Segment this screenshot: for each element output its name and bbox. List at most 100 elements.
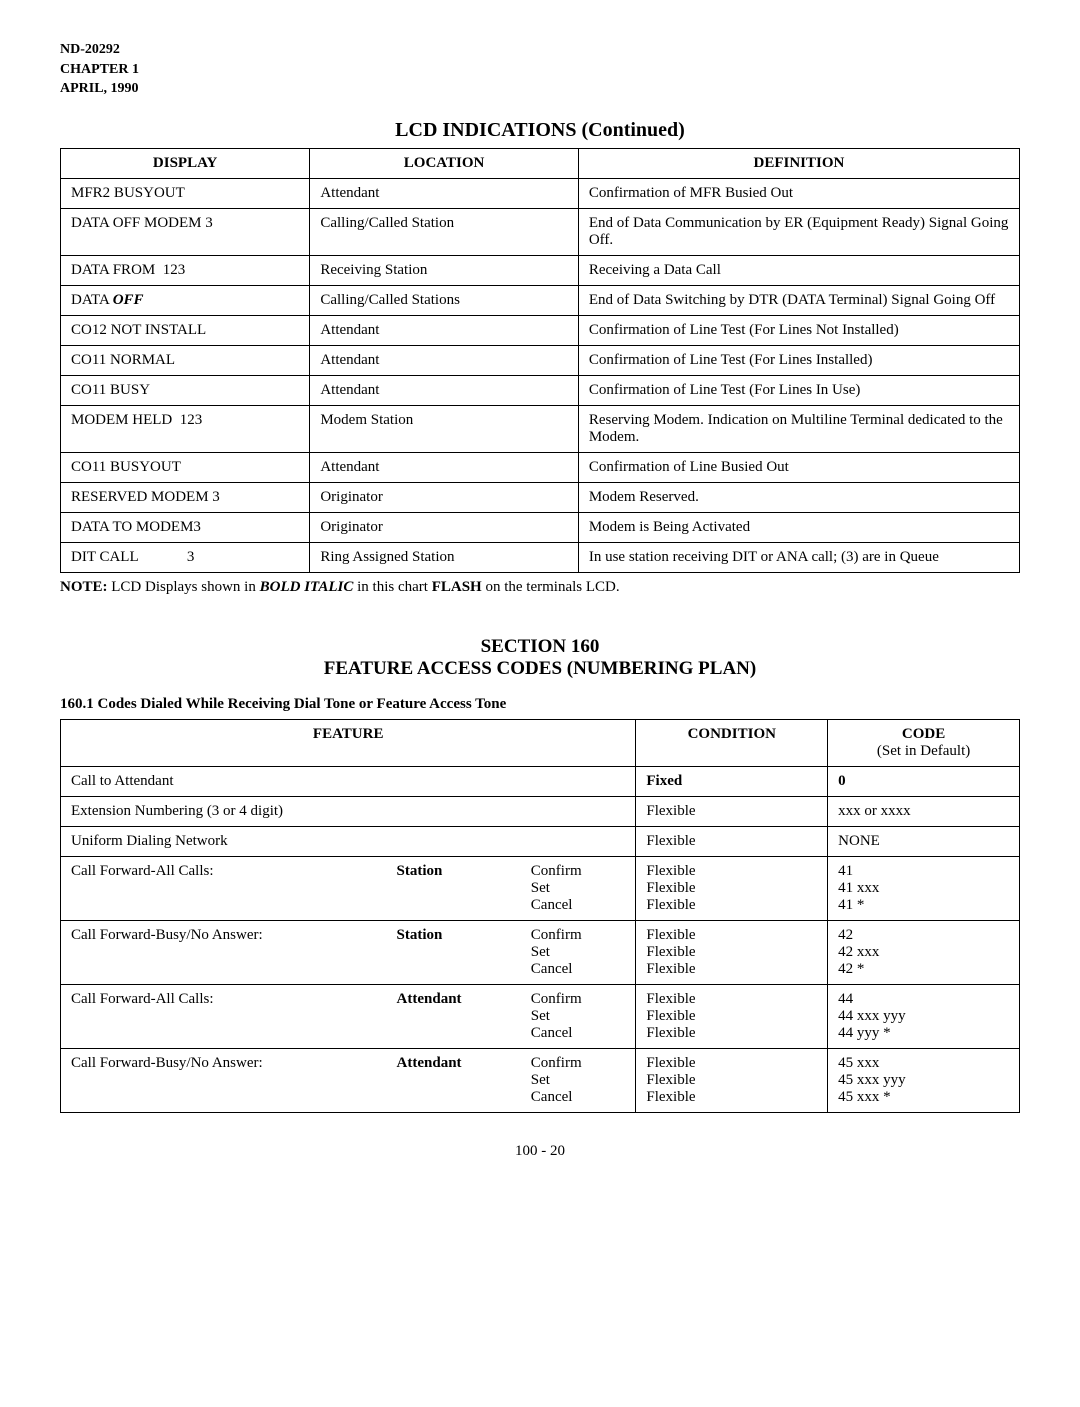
cell-who: Attendant [387,984,521,1048]
cell-display: CO11 BUSY [61,375,310,405]
cell-definition: Confirmation of Line Test (For Lines Not… [578,315,1019,345]
page-title: LCD INDICATIONS (Continued) [60,119,1020,142]
cell-definition: In use station receiving DIT or ANA call… [578,542,1019,572]
cell-definition: Modem is Being Activated [578,512,1019,542]
cell-definition: Confirmation of MFR Busied Out [578,178,1019,208]
cell-feature: Call Forward-Busy/No Answer: [61,920,387,984]
lcd-indications-table: DISPLAY LOCATION DEFINITION MFR2 BUSYOUT… [60,148,1020,573]
cell-display: CO11 NORMAL [61,345,310,375]
cell-ops: ConfirmSetCancel [521,856,636,920]
cell-definition: Receiving a Data Call [578,255,1019,285]
table-row: Uniform Dialing NetworkFlexibleNONE [61,826,1020,856]
cell-definition: Reserving Modem. Indication on Multiline… [578,405,1019,452]
cell-code: 0 [828,766,1020,796]
cell-display: CO11 BUSYOUT [61,452,310,482]
table-note: NOTE: LCD Displays shown in BOLD ITALIC … [60,579,1020,596]
cell-display: MFR2 BUSYOUT [61,178,310,208]
cell-code: NONE [828,826,1020,856]
doc-date: APRIL, 1990 [60,79,1020,99]
cell-who: Attendant [387,1048,521,1112]
cell-display: RESERVED MODEM 3 [61,482,310,512]
cell-definition: End of Data Communication by ER (Equipme… [578,208,1019,255]
note-lead: NOTE: [60,579,108,595]
col-header-condition: CONDITION [636,719,828,766]
cell-display: DATA TO MODEM3 [61,512,310,542]
cell-location: Calling/Called Stations [310,285,579,315]
cell-ops: ConfirmSetCancel [521,984,636,1048]
table-row: DATA OFF MODEM 3Calling/Called StationEn… [61,208,1020,255]
note-text2: in this chart [353,579,431,595]
cell-location: Calling/Called Station [310,208,579,255]
cell-code: 4242 xxx42 * [828,920,1020,984]
cell-location: Ring Assigned Station [310,542,579,572]
page-number: 100 - 20 [60,1143,1020,1160]
cell-location: Attendant [310,315,579,345]
col-header-code: CODE (Set in Default) [828,719,1020,766]
cell-definition: Confirmation of Line Test (For Lines In … [578,375,1019,405]
subsection-heading: 160.1 Codes Dialed While Receiving Dial … [60,696,1020,713]
cell-location: Originator [310,512,579,542]
cell-definition: Confirmation of Line Test (For Lines Ins… [578,345,1019,375]
cell-location: Attendant [310,375,579,405]
cell-code: 4444 xxx yyy44 yyy * [828,984,1020,1048]
cell-code: 45 xxx45 xxx yyy45 xxx * [828,1048,1020,1112]
note-text1: LCD Displays shown in [108,579,260,595]
cell-ops: ConfirmSetCancel [521,920,636,984]
code-header-line1: CODE [902,726,945,742]
cell-location: Modem Station [310,405,579,452]
table-row: MODEM HELD 123Modem StationReserving Mod… [61,405,1020,452]
cell-condition: FlexibleFlexibleFlexible [636,920,828,984]
cell-condition: Fixed [636,766,828,796]
section-title: FEATURE ACCESS CODES (NUMBERING PLAN) [60,658,1020,680]
cell-condition: Flexible [636,796,828,826]
col-header-location: LOCATION [310,148,579,178]
note-bolditalic: BOLD ITALIC [260,579,354,595]
section-number: SECTION 160 [60,636,1020,658]
note-text3: on the terminals LCD. [482,579,620,595]
col-header-feature: FEATURE [61,719,636,766]
table-row: DIT CALL 3Ring Assigned StationIn use st… [61,542,1020,572]
table-row: CO11 BUSYOUTAttendantConfirmation of Lin… [61,452,1020,482]
cell-code: 4141 xxx41 * [828,856,1020,920]
table-row: Call Forward-Busy/No Answer:AttendantCon… [61,1048,1020,1112]
table-row: CO11 NORMALAttendantConfirmation of Line… [61,345,1020,375]
cell-condition: FlexibleFlexibleFlexible [636,1048,828,1112]
table-row: DATA FROM 123Receiving StationReceiving … [61,255,1020,285]
table-row: Call Forward-Busy/No Answer:StationConfi… [61,920,1020,984]
cell-definition: Modem Reserved. [578,482,1019,512]
cell-definition: Confirmation of Line Busied Out [578,452,1019,482]
cell-location: Receiving Station [310,255,579,285]
cell-location: Attendant [310,452,579,482]
table-row: Call to AttendantFixed0 [61,766,1020,796]
feature-access-table: FEATURE CONDITION CODE (Set in Default) … [60,719,1020,1113]
cell-ops: ConfirmSetCancel [521,1048,636,1112]
cell-location: Attendant [310,345,579,375]
cell-display: DATA OFF [61,285,310,315]
table-row: DATA OFFCalling/Called StationsEnd of Da… [61,285,1020,315]
doc-id: ND-20292 [60,40,1020,60]
table-row: Call Forward-All Calls:StationConfirmSet… [61,856,1020,920]
table-row: CO11 BUSYAttendantConfirmation of Line T… [61,375,1020,405]
col-header-definition: DEFINITION [578,148,1019,178]
cell-condition: FlexibleFlexibleFlexible [636,856,828,920]
doc-chapter: CHAPTER 1 [60,60,1020,80]
cell-display: DIT CALL 3 [61,542,310,572]
cell-who: Station [387,920,521,984]
cell-definition: End of Data Switching by DTR (DATA Termi… [578,285,1019,315]
cell-feature: Extension Numbering (3 or 4 digit) [61,796,636,826]
cell-feature: Call to Attendant [61,766,636,796]
table-row: DATA TO MODEM3OriginatorModem is Being A… [61,512,1020,542]
cell-code: xxx or xxxx [828,796,1020,826]
table-row: Extension Numbering (3 or 4 digit)Flexib… [61,796,1020,826]
table-header-row: DISPLAY LOCATION DEFINITION [61,148,1020,178]
cell-condition: Flexible [636,826,828,856]
cell-location: Originator [310,482,579,512]
table-header-row: FEATURE CONDITION CODE (Set in Default) [61,719,1020,766]
cell-location: Attendant [310,178,579,208]
cell-display: DATA OFF MODEM 3 [61,208,310,255]
cell-feature: Uniform Dialing Network [61,826,636,856]
table-row: CO12 NOT INSTALLAttendantConfirmation of… [61,315,1020,345]
col-header-display: DISPLAY [61,148,310,178]
table-row: RESERVED MODEM 3OriginatorModem Reserved… [61,482,1020,512]
document-header: ND-20292 CHAPTER 1 APRIL, 1990 [60,40,1020,99]
